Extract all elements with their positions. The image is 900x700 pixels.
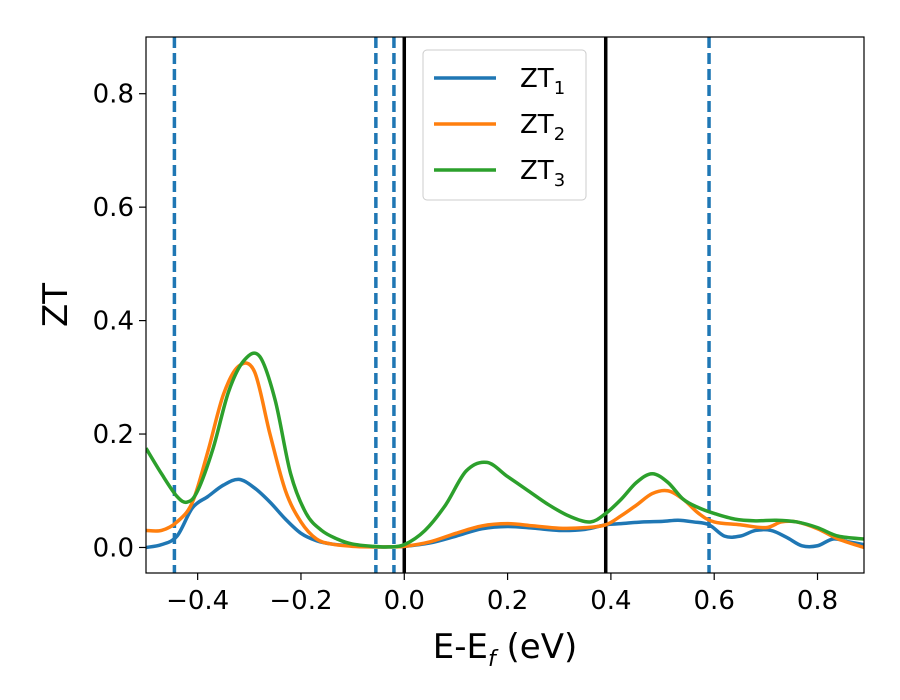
y-tick-label: 0.0 bbox=[93, 533, 134, 563]
series-line-3 bbox=[146, 351, 864, 549]
x-tick-label: 0.2 bbox=[487, 586, 528, 616]
legend-box bbox=[422, 49, 587, 201]
legend-label-3: ZT3 bbox=[520, 156, 565, 191]
x-tick-label: −0.4 bbox=[166, 586, 229, 616]
y-axis-label: ZT bbox=[36, 283, 76, 327]
reference-lines bbox=[172, 37, 711, 573]
series-group bbox=[146, 351, 864, 550]
x-axis: −0.4 −0.2 0.0 0.2 0.4 0.6 0.8 bbox=[166, 573, 838, 616]
y-axis: 0.0 0.2 0.4 0.6 0.8 bbox=[93, 80, 146, 563]
x-tick-label: −0.2 bbox=[269, 586, 332, 616]
y-tick-label: 0.2 bbox=[93, 420, 134, 450]
x-axis-label: E-Ef (eV) bbox=[433, 627, 578, 672]
series-line-1 bbox=[146, 477, 864, 550]
y-tick-label: 0.4 bbox=[93, 307, 134, 337]
x-tick-label: 0.8 bbox=[797, 586, 838, 616]
legend: ZT1 ZT2 ZT3 bbox=[422, 49, 587, 201]
x-tick-label: 0.6 bbox=[694, 586, 735, 616]
plot-frame bbox=[145, 36, 865, 574]
x-axis-label-sub: f bbox=[488, 647, 499, 672]
legend-label-2: ZT2 bbox=[520, 110, 565, 145]
x-tick-label: 0.4 bbox=[590, 586, 631, 616]
x-axis-label-main: E-E bbox=[433, 627, 488, 667]
x-axis-label-unit: (eV) bbox=[496, 627, 578, 667]
legend-label-1: ZT1 bbox=[520, 64, 565, 99]
y-tick-label: 0.8 bbox=[93, 80, 134, 110]
x-tick-label: 0.0 bbox=[384, 586, 425, 616]
y-tick-label: 0.6 bbox=[93, 193, 134, 223]
